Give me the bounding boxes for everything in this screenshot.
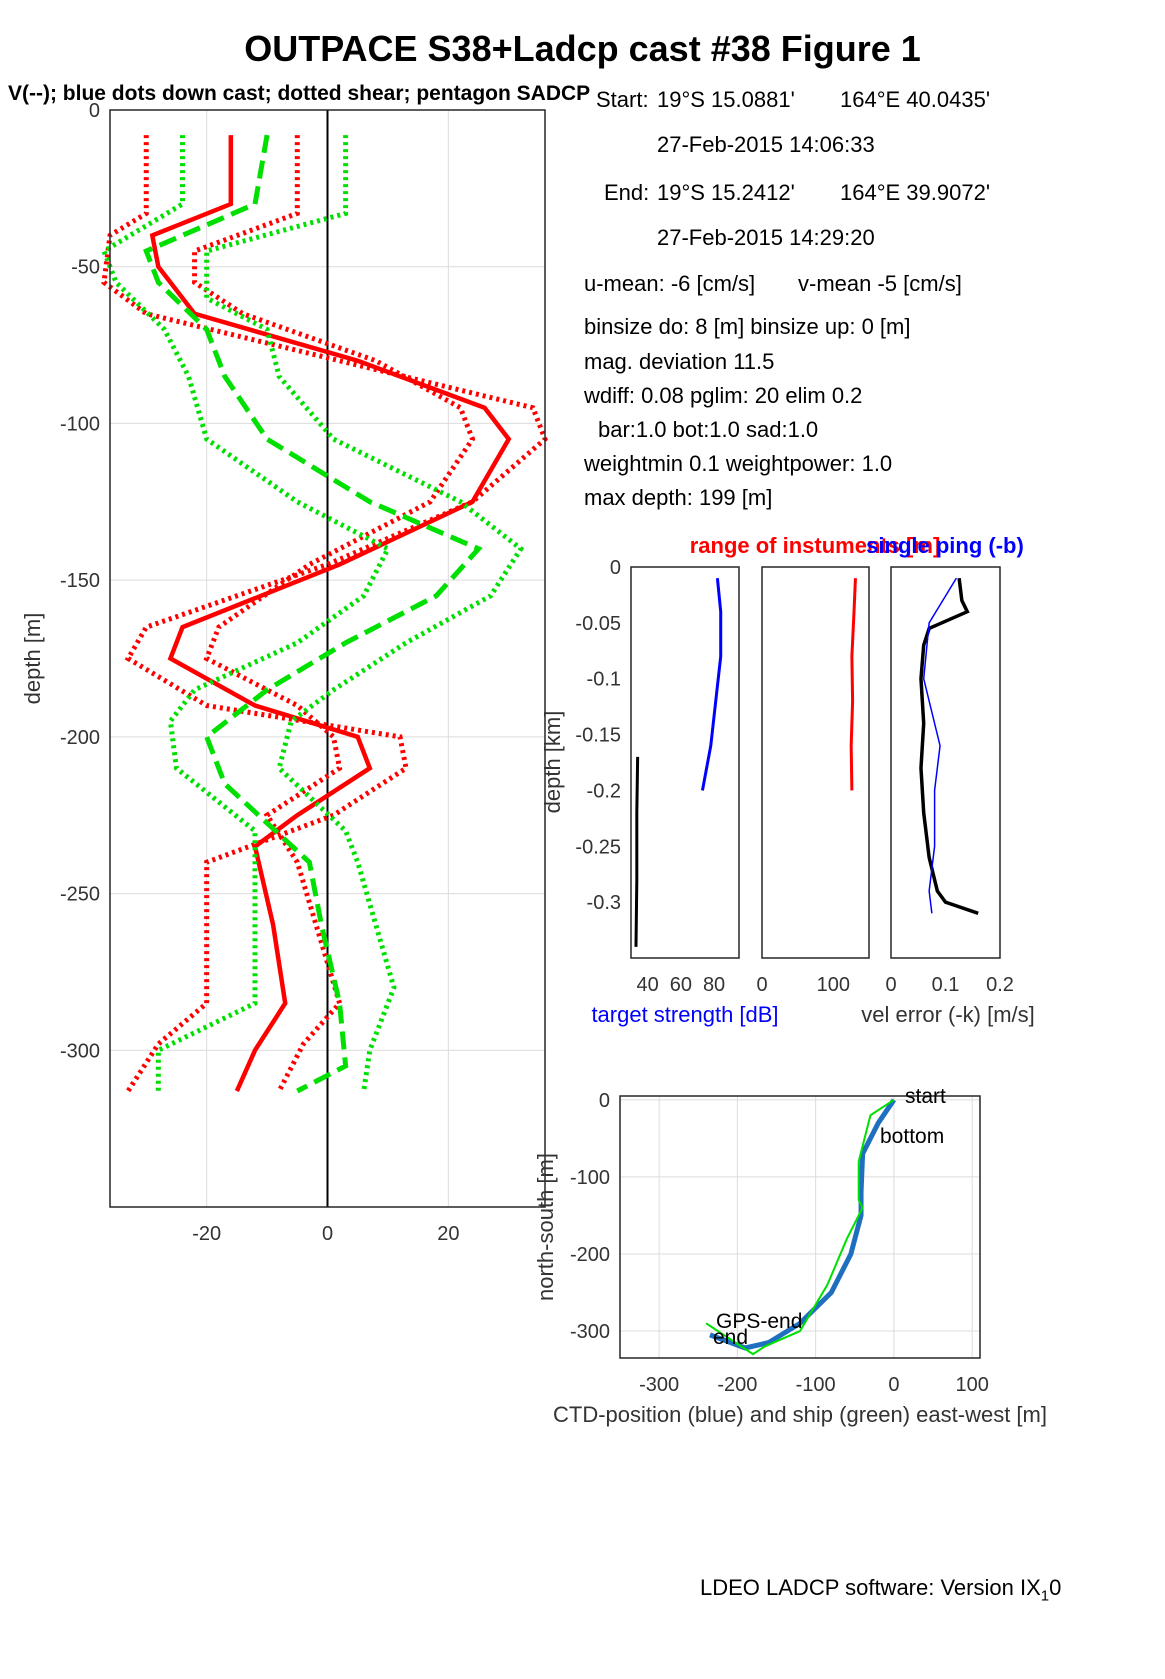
y-tick-label: -50 (71, 257, 100, 279)
y-tick-label: -100 (60, 413, 100, 435)
annotation-gps-end: GPS-end (716, 1310, 802, 1333)
panel-title-single-ping: single ping (-b) (866, 533, 1024, 558)
y-tick-label: -200 (60, 727, 100, 749)
y-tick-label: 0 (610, 557, 621, 579)
profile-line (919, 577, 979, 915)
y-tick-label: -150 (60, 570, 100, 592)
y-tick-label: -0.25 (575, 836, 621, 858)
annotation-end: end (713, 1326, 748, 1349)
x-tick-label: 80 (703, 974, 725, 996)
x-tick-label: -100 (796, 1374, 836, 1396)
start-lat: 19°S 15.0881' (657, 87, 795, 112)
y-tick-label: -0.15 (575, 725, 621, 747)
x-axis-label: vel error (-k) [m/s] (861, 1002, 1035, 1027)
track-line (709, 1098, 896, 1351)
velocity-series-line (149, 135, 512, 1092)
wdiff: wdiff: 0.08 pglim: 20 elim 0.2 (584, 383, 863, 408)
y-tick-label: -0.1 (587, 669, 621, 691)
x-axis-label: CTD-position (blue) and ship (green) eas… (553, 1402, 1047, 1427)
max-depth: max depth: 199 [m] (584, 485, 773, 510)
y-tick-label: 0 (89, 100, 100, 122)
y-tick-label: -100 (570, 1167, 610, 1189)
x-tick-label: 60 (670, 974, 692, 996)
profile-line (849, 578, 857, 791)
figure-title: OUTPACE S38+Ladcp cast #38 Figure 1 (244, 28, 921, 69)
weight: weightmin 0.1 weightpower: 1.0 (584, 451, 893, 476)
velocity-series-line (100, 135, 392, 1092)
mag-deviation: mag. deviation 11.5 (584, 349, 775, 374)
bar-bot-sad: bar:1.0 bot:1.0 sad:1.0 (598, 417, 819, 442)
y-tick-label: -200 (570, 1244, 610, 1266)
y-tick-label: -0.05 (575, 613, 621, 635)
velocity-series-line (204, 135, 525, 1092)
end-lat: 19°S 15.2412' (657, 180, 795, 205)
y-tick-label: 0 (599, 1090, 610, 1112)
track-frame (619, 1095, 981, 1359)
x-tick-label: 0 (322, 1223, 333, 1245)
figure-subtitle: V(--); blue dots down cast; dotted shear… (8, 82, 591, 105)
annotation-bottom: bottom (880, 1125, 944, 1148)
panel-frame (890, 566, 1001, 959)
end-time: 27-Feb-2015 14:29:20 (657, 225, 875, 250)
y-tick-label: -0.3 (587, 892, 621, 914)
x-tick-label: 40 (636, 974, 658, 996)
x-tick-label: 0 (885, 974, 896, 996)
x-axis-label: target strength [dB] (591, 1002, 778, 1027)
y-tick-label: -300 (60, 1040, 100, 1062)
start-lon: 164°E 40.0435' (840, 87, 991, 112)
profile-line (634, 756, 640, 947)
x-tick-label: 0 (888, 1374, 899, 1396)
footer-text: LDEO LADCP software: Version IX (700, 1575, 1041, 1600)
x-tick-label: 20 (437, 1223, 459, 1245)
x-tick-label: 100 (955, 1374, 988, 1396)
velocity-series-line (101, 135, 548, 1093)
x-tick-label: -20 (192, 1223, 221, 1245)
velocity-plot-frame (109, 109, 546, 1208)
binsize: binsize do: 8 [m] binsize up: 0 [m] (584, 314, 911, 339)
velocity-series-line (192, 135, 476, 1093)
x-tick-label: -300 (639, 1374, 679, 1396)
end-label: End: (604, 180, 650, 205)
footer: LDEO LADCP software: Version IX10 (700, 1575, 1061, 1604)
velocity-series-line (143, 134, 483, 1094)
x-tick-label: 0 (756, 974, 767, 996)
y-tick-label: -250 (60, 884, 100, 906)
annotation-start: start (905, 1085, 946, 1108)
x-tick-label: 0.2 (986, 974, 1014, 996)
y-tick-label: -0.2 (587, 780, 621, 802)
end-lon: 164°E 39.9072' (840, 180, 991, 205)
profile-line (922, 577, 958, 914)
y-axis-label: depth [m] (20, 613, 45, 705)
y-tick-label: -300 (570, 1321, 610, 1343)
y-axis-label: north-south [m] (533, 1153, 558, 1301)
x-tick-label: -200 (717, 1374, 757, 1396)
y-axis-label: depth [km] (540, 711, 565, 814)
footer-subscript: 1 (1040, 1587, 1050, 1605)
panel-title-range: range of instuments [m] (690, 533, 941, 558)
track-line (705, 1099, 895, 1356)
u-mean: u-mean: -6 [cm/s] (584, 271, 756, 296)
panel-frame (630, 566, 740, 959)
profile-line (700, 578, 723, 791)
start-time: 27-Feb-2015 14:06:33 (657, 132, 875, 157)
v-mean: v-mean -5 [cm/s] (798, 271, 962, 296)
footer-suffix: 0 (1049, 1575, 1062, 1600)
start-label: Start: (596, 87, 649, 112)
x-tick-label: 100 (817, 974, 850, 996)
x-tick-label: 0.1 (932, 974, 960, 996)
panel-frame (761, 566, 870, 959)
